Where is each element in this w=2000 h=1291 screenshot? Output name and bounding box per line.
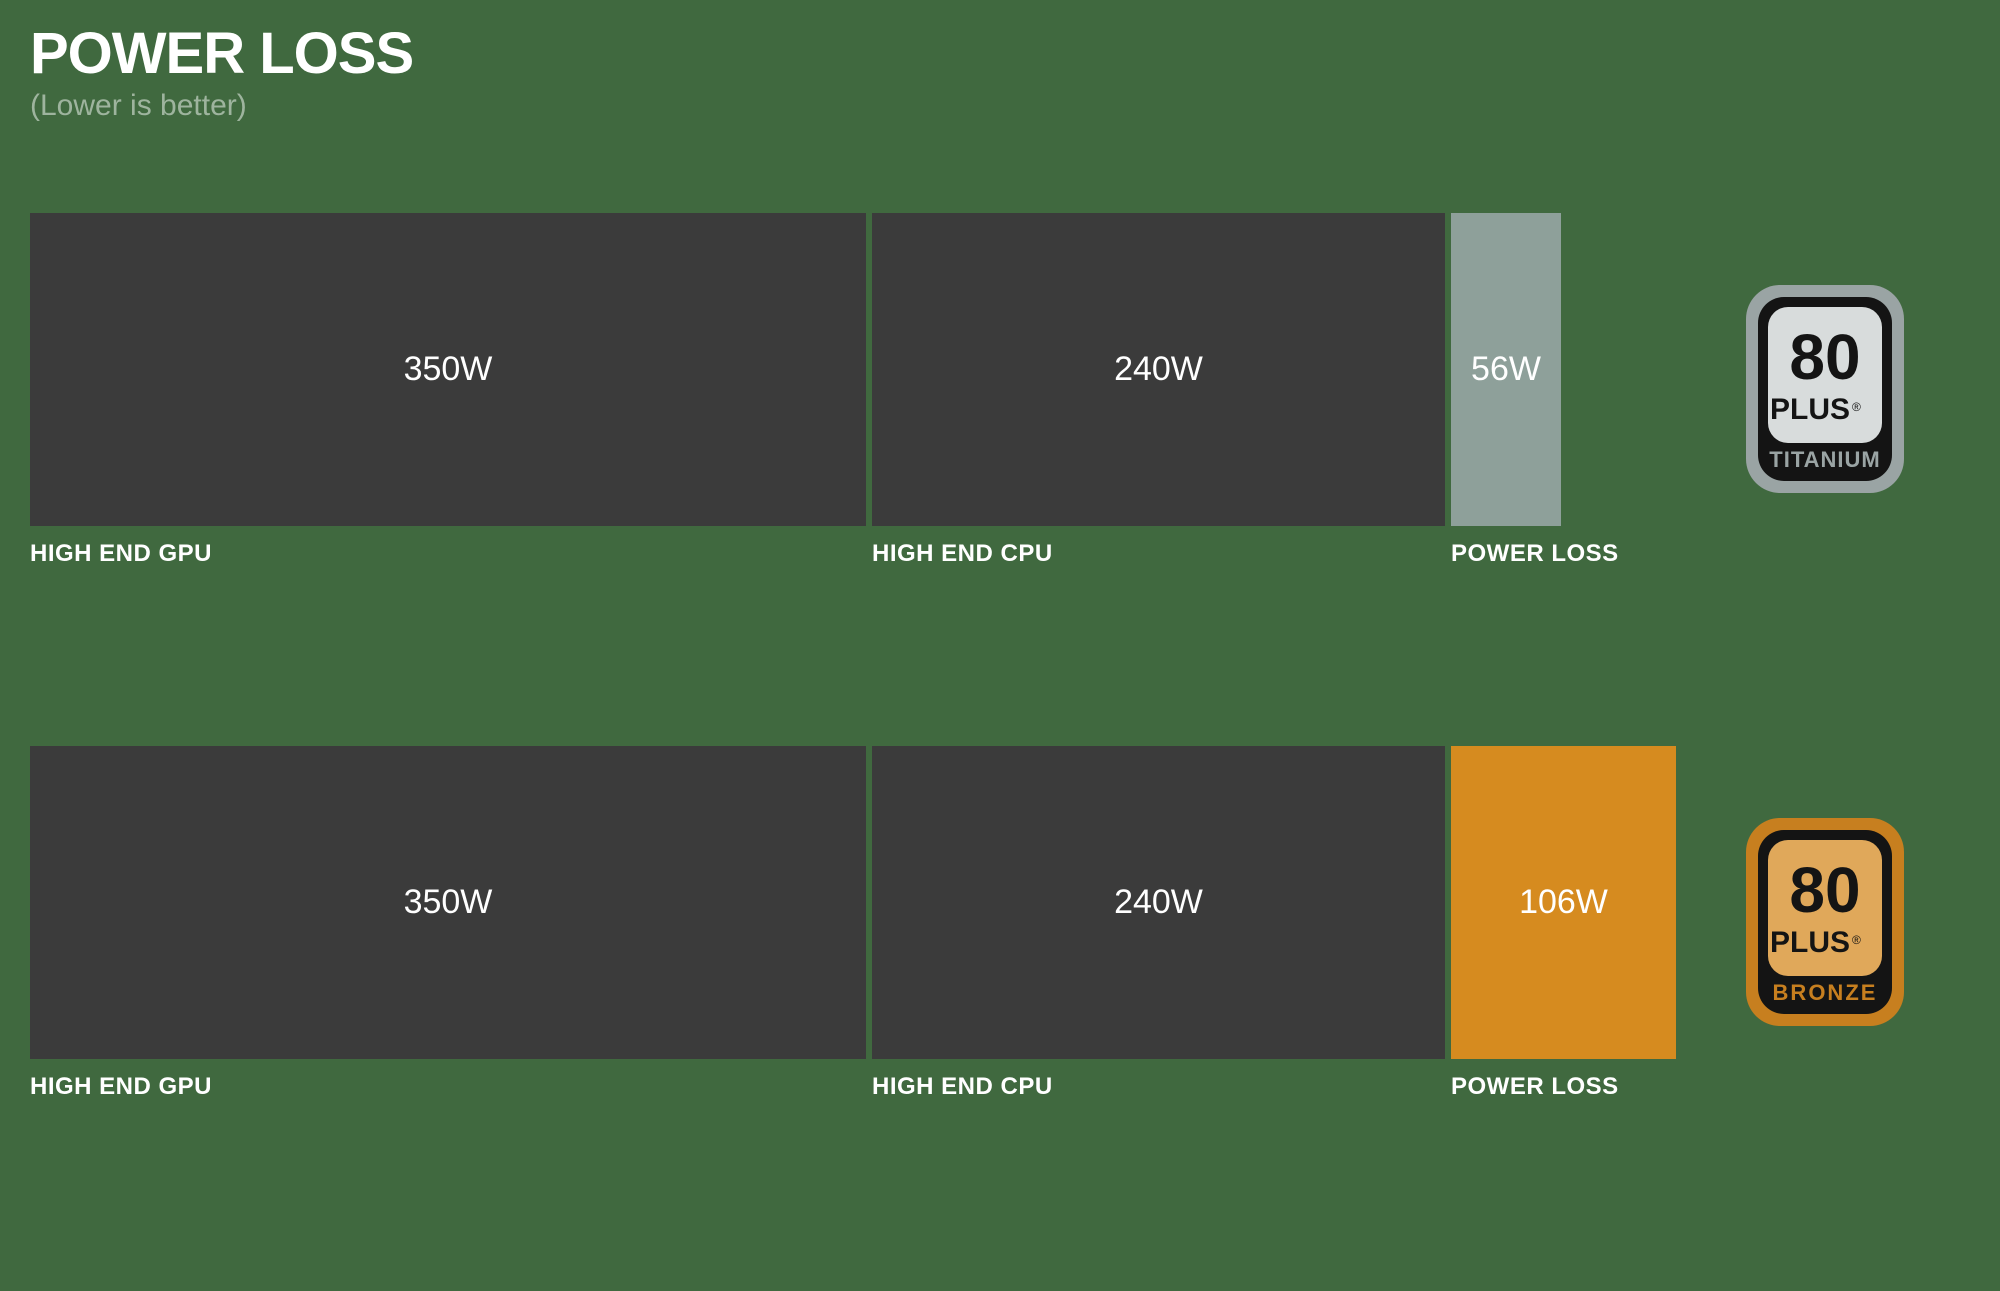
page-title: POWER LOSS bbox=[30, 24, 1970, 85]
segment-loss: 106W bbox=[1451, 746, 1676, 1059]
row-titanium: 350W 240W 56W HIGH END GPU HIGH END CPU … bbox=[30, 213, 1970, 566]
svg-text:80: 80 bbox=[1789, 854, 1860, 926]
badge-80plus-bronze: 80 PLUS ® BRONZE bbox=[1740, 812, 1910, 1032]
header: POWER LOSS (Lower is better) bbox=[30, 24, 1970, 123]
label-gpu: HIGH END GPU bbox=[30, 540, 212, 568]
stacked-bar: 350W 240W 56W bbox=[30, 213, 1680, 526]
bar-area: 350W 240W 56W HIGH END GPU HIGH END CPU … bbox=[30, 213, 1680, 566]
svg-text:80: 80 bbox=[1789, 321, 1860, 393]
label-cpu: HIGH END CPU bbox=[872, 540, 1053, 568]
segment-gpu: 350W bbox=[30, 213, 866, 526]
svg-text:PLUS: PLUS bbox=[1770, 926, 1850, 959]
svg-text:®: ® bbox=[1852, 400, 1861, 414]
label-loss: POWER LOSS bbox=[1451, 540, 1619, 568]
svg-text:BRONZE: BRONZE bbox=[1773, 980, 1878, 1005]
bar-area: 350W 240W 106W HIGH END GPU HIGH END CPU… bbox=[30, 746, 1680, 1099]
axis-labels: HIGH END GPU HIGH END CPU POWER LOSS bbox=[30, 1059, 1680, 1099]
svg-text:TITANIUM: TITANIUM bbox=[1769, 447, 1880, 472]
segment-gpu: 350W bbox=[30, 746, 866, 1059]
page-subtitle: (Lower is better) bbox=[30, 89, 1970, 123]
badge-icon: 80 PLUS ® BRONZE bbox=[1740, 812, 1910, 1032]
svg-text:®: ® bbox=[1852, 933, 1861, 947]
axis-labels: HIGH END GPU HIGH END CPU POWER LOSS bbox=[30, 526, 1680, 566]
chart-page: POWER LOSS (Lower is better) 350W 240W 5… bbox=[0, 0, 2000, 1291]
segment-cpu: 240W bbox=[872, 746, 1445, 1059]
segment-cpu: 240W bbox=[872, 213, 1445, 526]
label-cpu: HIGH END CPU bbox=[872, 1073, 1053, 1101]
badge-icon: 80 PLUS ® TITANIUM bbox=[1740, 279, 1910, 499]
svg-text:PLUS: PLUS bbox=[1770, 393, 1850, 426]
row-bronze: 350W 240W 106W HIGH END GPU HIGH END CPU… bbox=[30, 746, 1970, 1099]
stacked-bar: 350W 240W 106W bbox=[30, 746, 1680, 1059]
label-gpu: HIGH END GPU bbox=[30, 1073, 212, 1101]
segment-loss: 56W bbox=[1451, 213, 1561, 526]
label-loss: POWER LOSS bbox=[1451, 1073, 1619, 1101]
badge-80plus-titanium: 80 PLUS ® TITANIUM bbox=[1740, 279, 1910, 499]
